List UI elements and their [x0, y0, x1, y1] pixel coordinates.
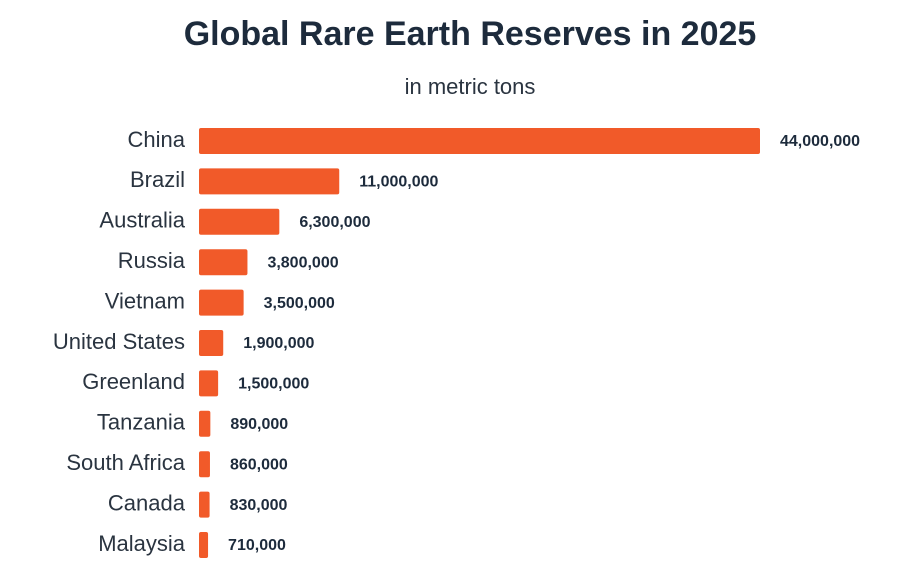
- category-label: China: [128, 127, 186, 152]
- value-label: 44,000,000: [780, 133, 860, 150]
- bar: [199, 410, 211, 437]
- category-label: Tanzania: [97, 410, 186, 435]
- category-label: Malaysia: [98, 531, 186, 556]
- bar: [199, 289, 244, 316]
- bar: [199, 370, 219, 397]
- bar: [199, 451, 210, 478]
- value-label: 11,000,000: [359, 174, 438, 191]
- value-label: 6,300,000: [299, 214, 370, 231]
- bar: [199, 249, 248, 276]
- category-label: South Africa: [66, 450, 185, 475]
- category-label: Canada: [108, 490, 186, 515]
- bar: [199, 491, 210, 518]
- value-label: 890,000: [230, 416, 288, 433]
- category-label: Greenland: [82, 369, 185, 394]
- bar: [199, 168, 340, 195]
- value-label: 830,000: [230, 497, 288, 514]
- value-label: 3,500,000: [264, 295, 335, 312]
- value-label: 1,500,000: [238, 376, 309, 393]
- bar: [199, 330, 224, 356]
- bar: [199, 128, 760, 154]
- value-label: 1,900,000: [243, 335, 314, 352]
- bar: [199, 208, 280, 235]
- value-label: 860,000: [230, 456, 288, 473]
- bar: [199, 532, 209, 558]
- value-label: 710,000: [228, 537, 286, 554]
- chart-subtitle: in metric tons: [405, 74, 536, 99]
- category-label: Vietnam: [105, 288, 185, 313]
- value-label: 3,800,000: [267, 254, 338, 271]
- category-label: United States: [53, 329, 185, 354]
- category-label: Brazil: [130, 167, 185, 192]
- category-label: Australia: [99, 208, 185, 233]
- chart-title: Global Rare Earth Reserves in 2025: [184, 15, 757, 53]
- category-label: Russia: [118, 248, 186, 273]
